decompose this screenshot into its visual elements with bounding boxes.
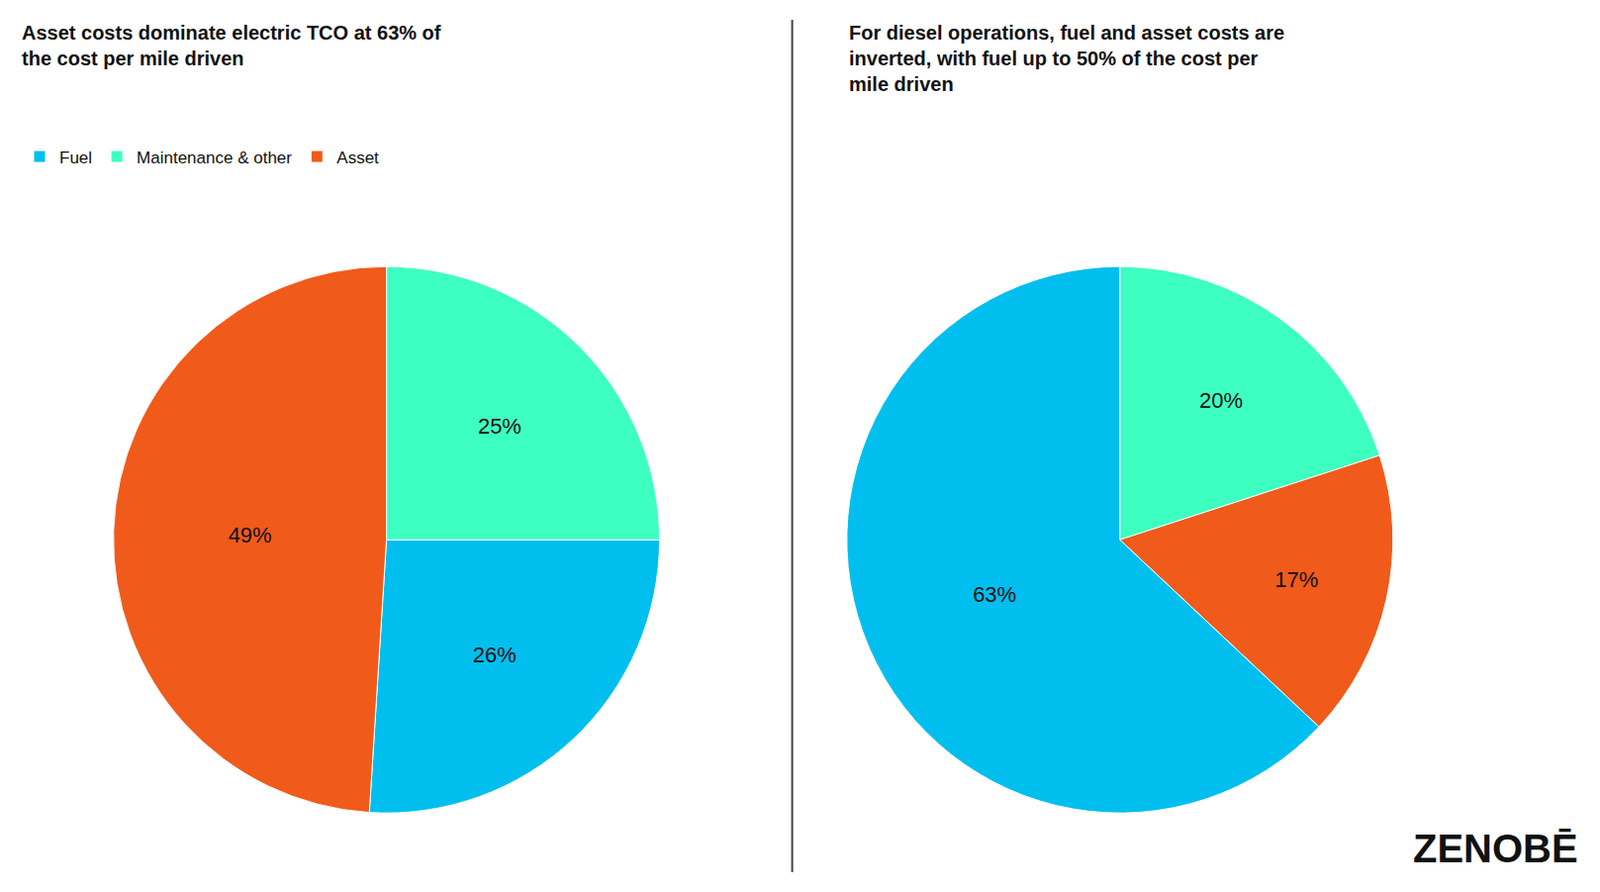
svg-text:For diesel operations, fuel an: For diesel operations, fuel and asset co… [848, 21, 1285, 95]
svg-text:ZENOBĒ: ZENOBĒ [1412, 826, 1579, 870]
svg-text:Asset costs dominate electric: Asset costs dominate electric TCO at 63%… [21, 21, 442, 70]
svg-text:25%: 25% [477, 413, 522, 439]
svg-text:Asset: Asset [336, 148, 379, 168]
svg-text:26%: 26% [472, 642, 517, 667]
svg-text:20%: 20% [1199, 387, 1243, 413]
svg-text:17%: 17% [1274, 566, 1318, 592]
svg-text:Fuel: Fuel [59, 148, 93, 168]
svg-text:49%: 49% [228, 522, 273, 548]
svg-text:63%: 63% [972, 581, 1017, 607]
svg-text:Maintenance & other: Maintenance & other [136, 148, 292, 168]
